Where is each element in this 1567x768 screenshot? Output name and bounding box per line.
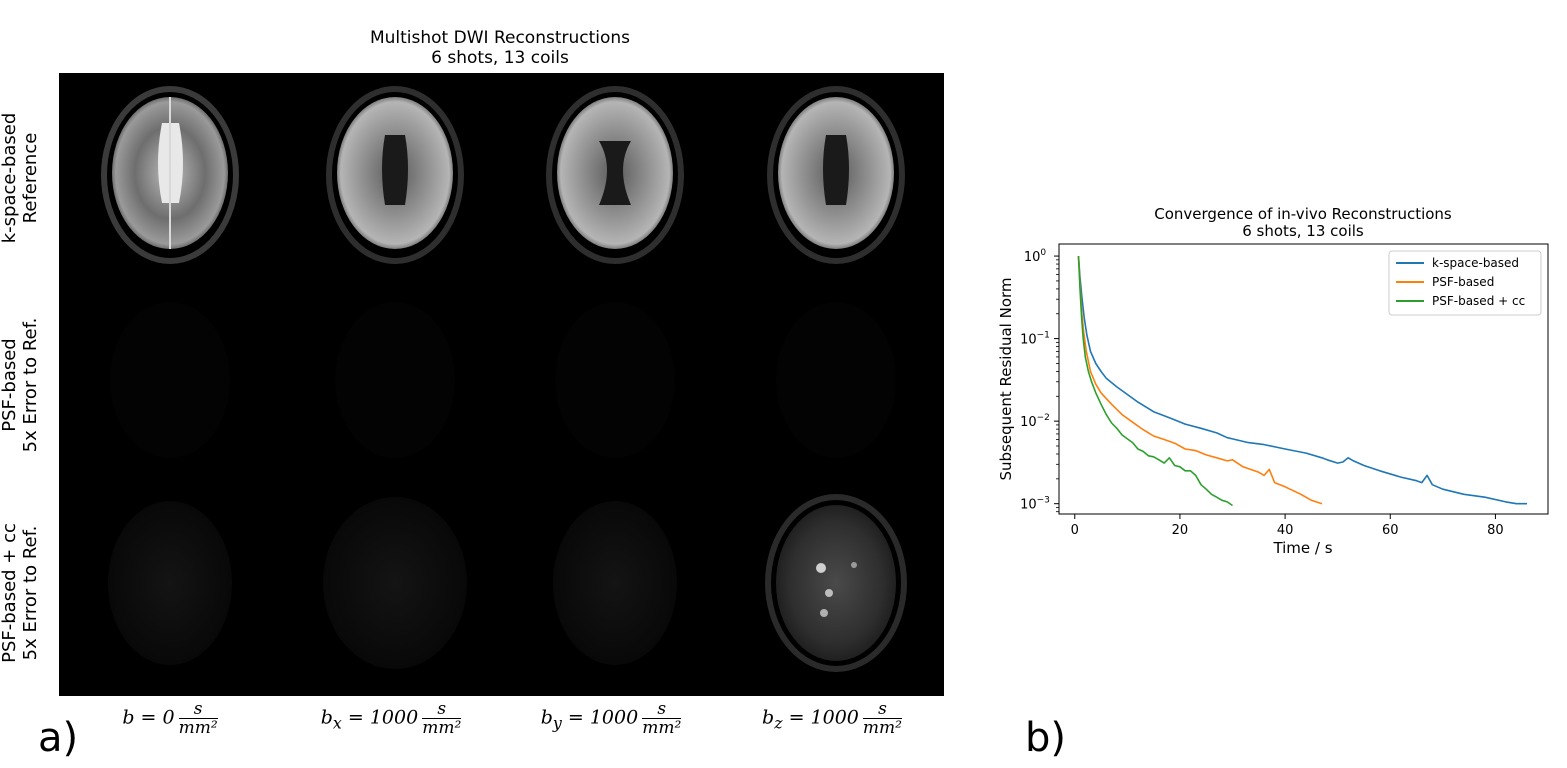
image-grid <box>59 73 944 696</box>
chart-title: Convergence of in-vivo Reconstructions 6… <box>1103 206 1503 240</box>
y-axis-label: Subsequent Residual Norm <box>997 277 1015 480</box>
y-tick-label: 10−1 <box>1020 331 1050 348</box>
ref-image-bx <box>326 86 464 264</box>
panel-letter-a: a) <box>38 715 79 761</box>
x-tick-label: 60 <box>1382 523 1399 538</box>
x-tick-label: 20 <box>1172 523 1189 538</box>
left-title-line2: 6 shots, 13 coils <box>431 48 569 68</box>
legend-label-1: PSF-based <box>1432 275 1494 289</box>
y-tick-label: 10−3 <box>1020 496 1050 513</box>
legend-label-0: k-space-based <box>1432 256 1519 270</box>
col-label-bx: bx = 1000 s mm² <box>320 699 462 738</box>
legend-box <box>1388 250 1542 316</box>
psf-error-row <box>110 302 896 458</box>
x-tick-label: 40 <box>1277 523 1294 538</box>
chart-title-line2: 6 shots, 13 coils <box>1242 222 1364 240</box>
plot-frame <box>1058 243 1549 515</box>
psf-cc-error-row <box>108 494 907 672</box>
axis-ticks: 0 20 40 60 80 100 10−1 10−2 10−3 <box>1020 248 1504 538</box>
col-label-bz: bz = 1000 s mm² <box>762 699 902 738</box>
series-line-0 <box>1077 256 1527 505</box>
series-line-2 <box>1077 256 1233 507</box>
x-tick-label: 80 <box>1487 523 1504 538</box>
row-label-3: PSF-based + cc 5x Error to Ref. <box>0 523 41 663</box>
left-title-line1: Multishot DWI Reconstructions <box>369 28 631 48</box>
series-line-1 <box>1077 256 1323 505</box>
row-label-2: PSF-based 5x Error to Ref. <box>0 317 41 453</box>
col-label-b0: b = 0 s mm² <box>122 699 218 738</box>
convergence-chart: 0 20 40 60 80 100 10−1 10−2 10−3 Time / s Subseq… <box>997 243 1549 557</box>
chart-title-line1: Convergence of in-vivo Reconstructions <box>1154 205 1452 223</box>
image-grid-svg <box>101 86 907 672</box>
ref-image-bz <box>767 86 905 264</box>
ref-image-by <box>546 86 684 264</box>
x-tick-label: 0 <box>1071 523 1079 538</box>
left-title: Multishot DWI Reconstructions 6 shots, 1… <box>300 28 700 68</box>
panel-letter-b: b) <box>1025 715 1066 761</box>
x-axis-label: Time / s <box>1272 539 1332 557</box>
col-label-by: by = 1000 s mm² <box>540 699 682 738</box>
y-tick-label: 100 <box>1024 248 1047 265</box>
y-tick-label: 10−2 <box>1020 413 1050 430</box>
legend: k-space-based PSF-based PSF-based + cc <box>1388 250 1542 316</box>
row-label-1: k-space-based Reference <box>0 112 41 244</box>
series-lines <box>1077 256 1527 507</box>
ref-image-b0 <box>101 86 239 264</box>
legend-label-2: PSF-based + cc <box>1432 294 1525 308</box>
